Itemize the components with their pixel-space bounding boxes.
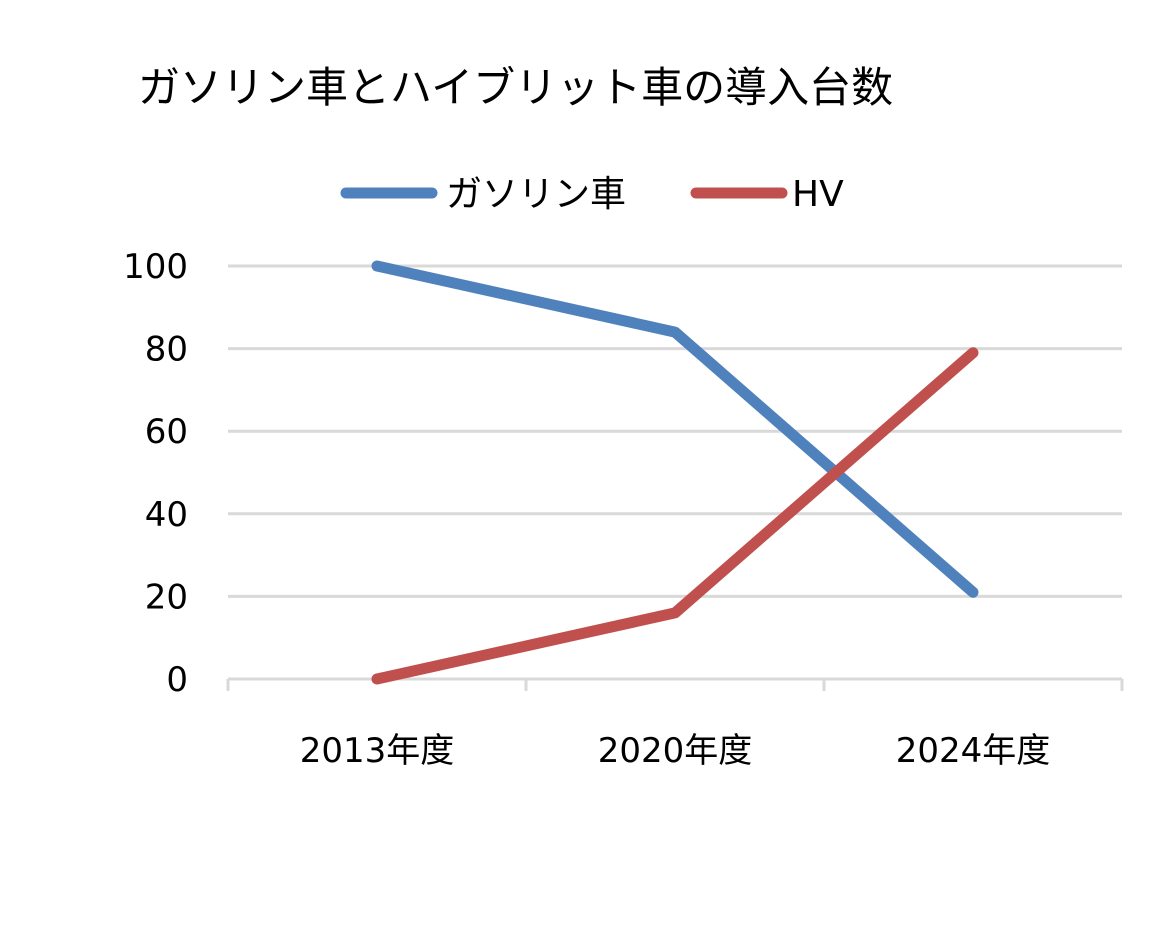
legend-label: ガソリン車 xyxy=(446,174,626,215)
legend-label: HV xyxy=(792,174,844,215)
series-line-0 xyxy=(371,260,979,598)
y-tick-label-40: 40 xyxy=(145,495,188,535)
legend-item-1: HV xyxy=(690,174,844,215)
x-tick-label: 2013年度 xyxy=(300,731,455,771)
chart-title: ガソリン車とハイブリット車の導入台数 xyxy=(138,63,893,112)
y-tick-label-80: 80 xyxy=(145,330,188,370)
y-axis-tick-labels: 0 20 40 60 80 100 xyxy=(123,247,188,700)
y-tick-label-0: 0 xyxy=(166,660,188,700)
x-axis xyxy=(226,677,1124,691)
series-line-1 xyxy=(371,347,979,685)
y-tick-label-100: 100 xyxy=(123,247,188,287)
gridlines xyxy=(228,264,1122,598)
series-lines xyxy=(371,260,979,685)
legend: ガソリン車 HV xyxy=(340,174,844,215)
y-tick-label-60: 60 xyxy=(145,412,188,452)
y-tick-label-20: 20 xyxy=(145,577,188,617)
x-axis-tick-labels: 2013年度 2020年度 2024年度 xyxy=(300,731,1051,771)
x-tick-label: 2024年度 xyxy=(896,731,1051,771)
x-tick-label: 2020年度 xyxy=(598,731,753,771)
legend-item-0: ガソリン車 xyxy=(340,174,626,215)
